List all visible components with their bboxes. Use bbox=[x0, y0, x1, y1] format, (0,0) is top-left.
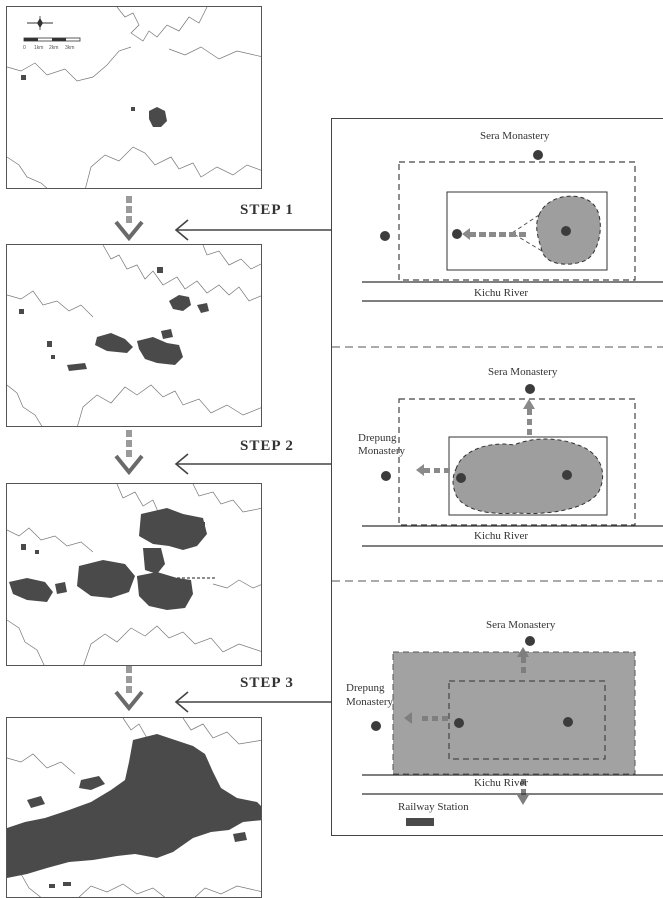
stage-3-sera-label: Sera Monastery bbox=[486, 619, 556, 631]
scale-tick-2: 2km bbox=[49, 45, 58, 51]
map-stage-4 bbox=[6, 717, 262, 898]
urban-patches bbox=[9, 508, 207, 610]
step-1-label: STEP 1 bbox=[240, 202, 294, 218]
down-arrow-icon bbox=[114, 430, 144, 476]
map-stage-4-drawing bbox=[7, 718, 261, 897]
stage-3-drepung-label-2: Monastery bbox=[346, 696, 394, 708]
north-arrow-icon bbox=[27, 16, 53, 30]
mountain-contours bbox=[7, 484, 261, 665]
stage-1-river-label: Kichu River bbox=[474, 287, 529, 299]
step-3-label: STEP 3 bbox=[240, 675, 294, 691]
mountain-contours bbox=[7, 718, 261, 897]
scale-bar: 0 1km 2km 3km bbox=[23, 37, 81, 51]
urban-core bbox=[149, 107, 167, 127]
schema-stage-2 bbox=[362, 384, 663, 547]
stage-2-river-label: Kichu River bbox=[474, 530, 529, 542]
step-2-label: STEP 2 bbox=[240, 438, 294, 454]
mountain-contours bbox=[7, 7, 261, 188]
stage-2-drepung-label-2: Monastery bbox=[358, 445, 406, 457]
urban-patch bbox=[131, 107, 135, 111]
schema-stage-1 bbox=[362, 150, 663, 302]
mountain-contours bbox=[7, 245, 261, 426]
map-stage-3-drawing bbox=[7, 484, 261, 665]
scale-tick-0: 0 bbox=[23, 45, 26, 51]
growth-schema-panel: Sera Monastery Kichu River Sera Monaster… bbox=[331, 118, 663, 836]
railway-station-label: Railway Station bbox=[398, 801, 469, 813]
map-stage-2-drawing bbox=[7, 245, 261, 426]
urban-patch bbox=[21, 75, 26, 80]
schema-stage-3 bbox=[362, 636, 663, 826]
stage-2-drepung-label-1: Drepung bbox=[358, 432, 397, 444]
map-stage-3 bbox=[6, 483, 262, 666]
stage-2-sera-label: Sera Monastery bbox=[488, 366, 558, 378]
growth-schema-drawing bbox=[332, 150, 663, 826]
down-arrow-icon bbox=[114, 196, 144, 242]
urban-patches bbox=[19, 267, 209, 371]
stage-1-sera-label: Sera Monastery bbox=[480, 130, 550, 142]
down-arrow-icon bbox=[114, 666, 144, 712]
sera-monastery-point bbox=[533, 150, 543, 160]
map-stage-2 bbox=[6, 244, 262, 427]
stage-3-river-label: Kichu River bbox=[474, 777, 529, 789]
scale-tick-1: 1km bbox=[34, 45, 43, 51]
urban-core bbox=[7, 734, 261, 888]
stage-3-drepung-label-1: Drepung bbox=[346, 682, 385, 694]
railway-station-legend-icon bbox=[406, 818, 434, 826]
map-stage-1: 0 1km 2km 3km bbox=[6, 6, 262, 189]
map-stage-1-drawing: 0 1km 2km 3km bbox=[7, 7, 261, 188]
scale-tick-3: 3km bbox=[65, 45, 74, 51]
